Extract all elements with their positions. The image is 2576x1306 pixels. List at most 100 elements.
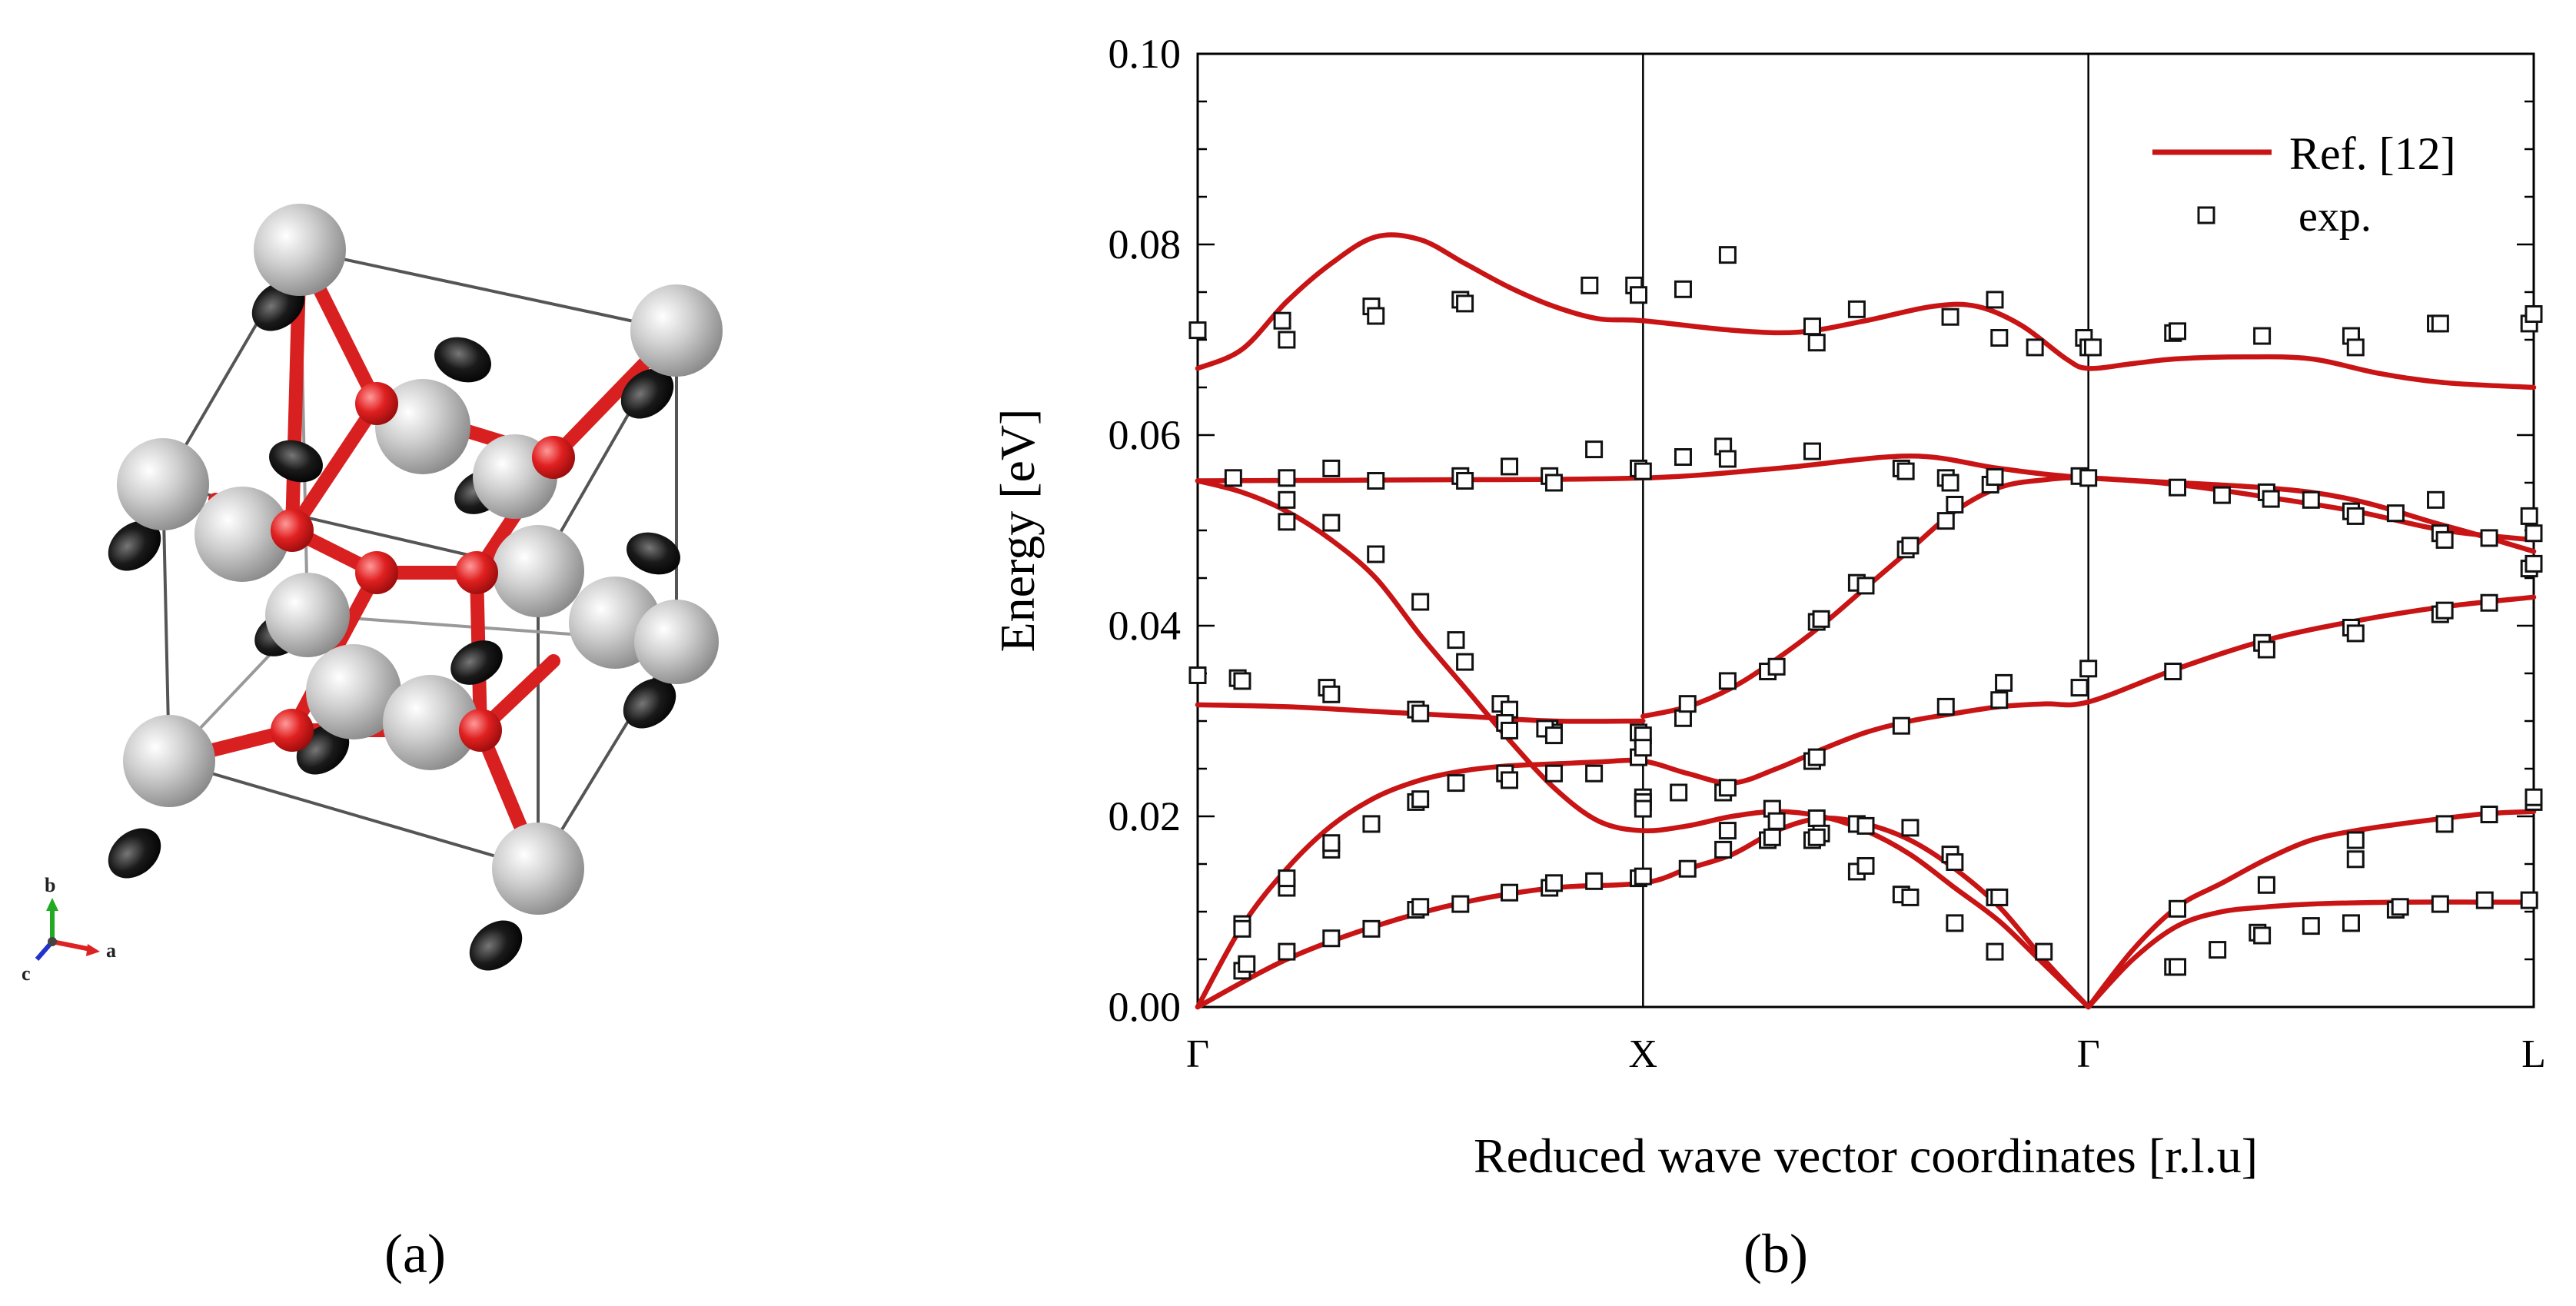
- exp-point: [1990, 888, 2009, 906]
- exp-point: [1674, 709, 1692, 727]
- exp-point: [1367, 472, 1385, 490]
- exp-point: [1451, 895, 1470, 913]
- exp-point: [1501, 883, 1519, 902]
- exp-point: [2070, 679, 2089, 697]
- exp-point: [1362, 919, 1381, 938]
- exp-point: [1501, 721, 1519, 739]
- exp-point: [2079, 660, 2098, 678]
- exp-point: [1585, 764, 1604, 783]
- exp-point: [1322, 929, 1341, 948]
- axis-label-c: c: [22, 962, 31, 985]
- exp-point: [1990, 329, 2009, 347]
- exp-point: [2524, 524, 2543, 543]
- exp-point: [1946, 914, 1964, 932]
- exp-point: [2475, 891, 2494, 909]
- exp-point: [1936, 512, 1955, 530]
- exp-point: [1544, 474, 1563, 492]
- x-tick-label: X: [1629, 1032, 1658, 1076]
- symmetry-point-lines: [1642, 54, 2089, 1007]
- exp-point: [1278, 869, 1296, 888]
- exp-point: [2257, 640, 2275, 659]
- exp-point: [1670, 783, 1688, 802]
- exp-point: [1674, 280, 1692, 298]
- exp-point: [1322, 834, 1341, 852]
- exp-point: [1856, 856, 1875, 875]
- exp-point: [1544, 874, 1563, 892]
- exp-point: [1456, 294, 1474, 313]
- exp-point: [2386, 504, 2405, 523]
- exp-point: [1585, 440, 1604, 459]
- gray-atoms: [117, 204, 723, 915]
- axis-label-b: b: [45, 874, 55, 896]
- exp-point: [1278, 331, 1296, 349]
- exp-point: [1995, 673, 2013, 692]
- exp-point: [1447, 631, 1465, 650]
- exp-point: [2212, 486, 2231, 504]
- panel-label-a: (a): [384, 1223, 446, 1284]
- y-axis-label: Energy [eV]: [990, 409, 1045, 653]
- x-tick-label: L: [2521, 1032, 2546, 1076]
- ref-curve-8: [2086, 899, 2537, 1010]
- exp-point: [1767, 812, 1786, 830]
- exp-point: [1233, 672, 1251, 690]
- exp-point: [2435, 530, 2454, 549]
- exp-point: [1896, 462, 1915, 480]
- exp-point: [2346, 850, 2365, 869]
- exp-point: [2431, 895, 2449, 913]
- exp-point: [2169, 899, 2187, 918]
- exp-point: [1901, 888, 1920, 906]
- exp-point: [2169, 478, 2187, 497]
- exp-point: [1634, 867, 1652, 886]
- exp-point: [2253, 327, 2272, 345]
- exp-point: [1544, 726, 1563, 745]
- exp-point: [2026, 338, 2044, 357]
- exp-point: [1581, 276, 1599, 294]
- exp-point: [2431, 314, 2449, 333]
- exp-point: [1630, 286, 1648, 304]
- exp-point: [1763, 828, 1781, 846]
- exp-point: [1718, 246, 1737, 264]
- exp-point: [1856, 816, 1875, 835]
- exp-point: [1634, 462, 1652, 480]
- exp-point: [2435, 815, 2454, 833]
- exp-point: [1678, 859, 1697, 878]
- exp-point: [1803, 442, 1821, 460]
- exp-point: [1714, 840, 1733, 859]
- y-tick-label: 0.08: [1109, 221, 1182, 268]
- exp-point: [1946, 496, 1964, 514]
- exp-point: [1856, 577, 1875, 595]
- exp-point: [1362, 815, 1381, 833]
- x-tick-label: Γ: [2077, 1032, 2100, 1076]
- exp-point: [1718, 672, 1737, 690]
- exp-point: [1892, 716, 1910, 735]
- exp-point: [2520, 891, 2538, 909]
- exp-point: [1273, 311, 1291, 330]
- y-tick-label: 0.06: [1109, 412, 1182, 458]
- exp-point: [2435, 601, 2454, 620]
- exp-point: [1411, 898, 1430, 916]
- exp-point: [1986, 291, 2004, 309]
- exp-point: [1678, 695, 1697, 713]
- exp-point: [1456, 653, 1474, 671]
- exp-point: [1322, 513, 1341, 532]
- exp-point: [2262, 490, 2280, 508]
- y-tick-label: 0.00: [1109, 984, 1182, 1030]
- exp-point: [2427, 490, 2445, 509]
- exp-point: [1901, 537, 1920, 555]
- y-tick-label: 0.02: [1109, 793, 1182, 839]
- exp-point: [2169, 322, 2187, 341]
- exp-point: [1278, 942, 1296, 961]
- exp-point: [1322, 459, 1341, 477]
- exp-point: [1990, 691, 2009, 709]
- exp-point: [1767, 657, 1786, 676]
- exp-point: [2480, 529, 2498, 547]
- y-axis-ticks: 0.00 0.02 0.04 0.06 0.08 0.10: [1109, 31, 2534, 1030]
- exp-point: [1322, 685, 1341, 703]
- exp-point: [2524, 305, 2543, 324]
- exp-point: [2346, 507, 2365, 525]
- legend-marker-label: exp.: [2298, 193, 2372, 241]
- ref-curve-5: [1195, 594, 2537, 1010]
- exp-point: [1986, 468, 2004, 487]
- axis-label-a: a: [106, 939, 116, 962]
